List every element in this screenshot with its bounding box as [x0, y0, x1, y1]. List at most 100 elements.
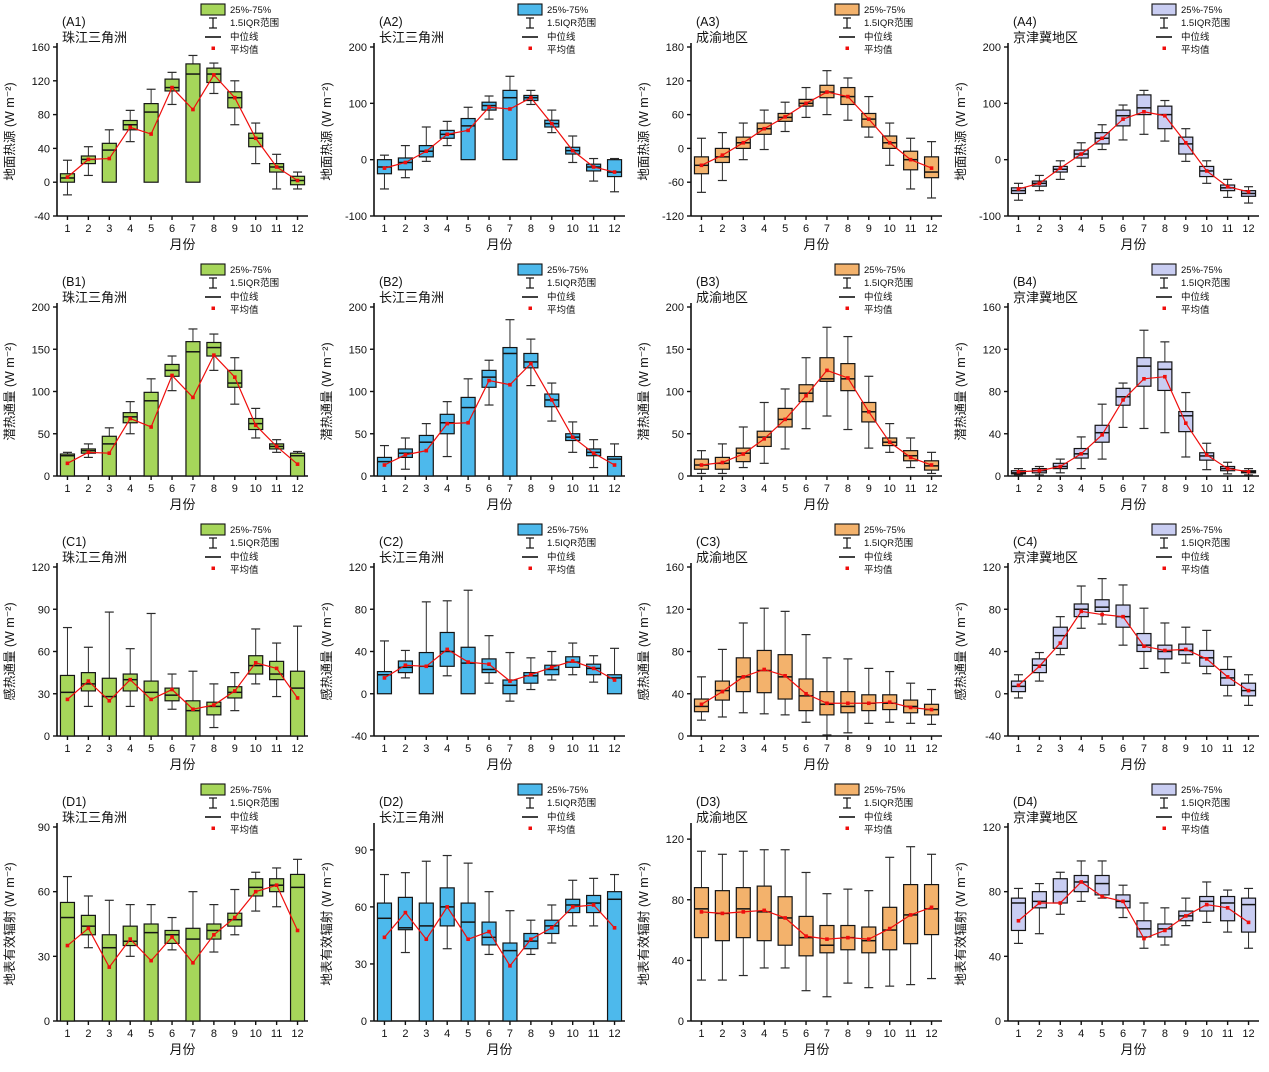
legend-mean-icon: [1162, 306, 1166, 310]
panel-label: (A2): [379, 15, 403, 29]
mean-marker-month-1: [382, 166, 387, 170]
x-tick-label: 5: [465, 483, 471, 495]
legend-mean-icon: [1162, 46, 1166, 50]
y-axis-title: 感热通量 (W m⁻²): [636, 602, 651, 700]
panel-B1: 0 50 100 150 200 1 2 3 4 5 6 7 8 9 10 11 12 月份 潜热通量 (W m⁻²…: [0, 260, 317, 520]
y-tick-label: 120: [666, 76, 684, 88]
mean-marker-month-4: [1079, 609, 1084, 614]
x-tick-label: 8: [528, 223, 534, 235]
box-month-6: [164, 78, 180, 92]
mean-marker-month-8: [529, 361, 533, 366]
x-tick-label: 9: [232, 483, 238, 495]
box-month-8: [206, 923, 222, 940]
mean-marker-month-7: [508, 964, 512, 968]
y-tick-label: 100: [32, 387, 50, 399]
legend-box-label: 25%-75%: [547, 265, 589, 276]
mean-marker-month-5: [1100, 136, 1104, 141]
x-tick-label: 11: [588, 1028, 599, 1040]
x-tick-label: 9: [866, 223, 872, 235]
x-tick-label: 3: [740, 743, 746, 755]
x-tick-label: 7: [824, 743, 830, 755]
legend-mean-label: 平均值: [547, 564, 576, 576]
mean-marker-month-10: [570, 659, 575, 663]
mean-marker-month-11: [1225, 184, 1230, 189]
x-tick-label: 12: [291, 743, 303, 755]
x-tick-label: 7: [190, 223, 196, 235]
x-tick-label: 7: [1141, 743, 1147, 755]
box-month-4: [756, 885, 772, 942]
panel-A2: -100 0 100 200 1 2 3 4 5 6 7 8 9 10 11 12 月份 地面热源 (W m⁻²)…: [317, 0, 634, 260]
mean-marker-month-7: [191, 707, 195, 712]
mean-marker-month-9: [549, 665, 554, 670]
mean-marker-month-10: [253, 136, 258, 141]
box-month-3: [1052, 878, 1068, 904]
mean-marker-month-1: [699, 910, 704, 914]
x-tick-label: 9: [1183, 483, 1189, 495]
box-month-5: [143, 103, 159, 183]
x-tick-label: 11: [1222, 743, 1233, 755]
mean-marker-month-1: [382, 676, 387, 680]
x-tick-label: 12: [925, 223, 937, 235]
x-tick-label: 10: [884, 743, 896, 755]
x-tick-label: 9: [1183, 223, 1189, 235]
x-tick-label: 4: [761, 743, 767, 755]
legend-mean-icon: [211, 306, 215, 310]
panel-D3: 0 40 80 120 1 2 3 4 5 6 7 8 9 10 11 12 月份 地表有效辐射 (W m⁻²)(…: [634, 780, 951, 1067]
mean-marker-month-5: [149, 425, 153, 429]
x-tick-label: 9: [866, 483, 872, 495]
x-axis-title: 月份: [486, 1042, 512, 1057]
x-tick-label: 5: [148, 743, 154, 755]
mean-marker-month-2: [403, 663, 408, 668]
x-tick-label: 1: [381, 483, 387, 495]
box-month-2: [80, 914, 96, 936]
y-tick-label: 80: [672, 647, 684, 659]
box-month-7: [1136, 357, 1152, 387]
box-month-12: [606, 674, 623, 695]
x-tick-label: 1: [64, 1028, 70, 1040]
legend-mean-label: 平均值: [1181, 824, 1210, 836]
mean-marker-month-3: [741, 675, 746, 679]
legend-iqr-label: 1.5IQR范围: [864, 17, 913, 29]
mean-marker-month-7: [191, 961, 195, 965]
mean-marker-month-12: [1246, 920, 1251, 925]
mean-marker-month-12: [1246, 469, 1251, 474]
x-tick-label: 7: [1141, 483, 1147, 495]
x-tick-label: 6: [1120, 743, 1126, 755]
x-tick-label: 12: [291, 223, 303, 235]
x-tick-label: 8: [211, 743, 217, 755]
mean-marker-month-9: [232, 915, 237, 920]
box-month-7: [185, 63, 201, 183]
region-label: 长江三角洲: [379, 810, 444, 825]
mean-marker-month-6: [1121, 398, 1125, 402]
x-tick-label: 1: [698, 743, 704, 755]
mean-marker-month-10: [887, 140, 892, 145]
panel-A3: -120 -60 0 60 120 180 1 2 3 4 5 6 7 8 9 10 11 12 月份 地面热源 (W…: [634, 0, 951, 260]
y-tick-label: 40: [989, 647, 1001, 659]
legend-iqr-label: 1.5IQR范围: [547, 537, 596, 549]
mean-line: [384, 648, 615, 682]
y-tick-label: -40: [34, 211, 50, 223]
mean-marker-month-10: [1204, 169, 1209, 173]
legend-iqr-label: 1.5IQR范围: [864, 277, 913, 289]
mean-marker-month-5: [783, 916, 787, 920]
mean-marker-month-5: [149, 958, 153, 963]
y-axis-title: 潜热通量 (W m⁻²): [320, 342, 334, 440]
mean-marker-month-9: [866, 409, 871, 414]
mean-line: [384, 904, 615, 967]
mean-marker-month-4: [762, 908, 767, 913]
y-tick-label: 40: [672, 955, 684, 967]
mean-marker-month-5: [783, 115, 787, 119]
mean-marker-month-1: [65, 943, 70, 948]
legend-box-swatch: [1151, 263, 1177, 276]
x-tick-label: 11: [271, 743, 282, 755]
box-month-5: [460, 902, 476, 1022]
x-axis-title: 月份: [169, 1042, 195, 1057]
y-tick-label: 200: [349, 302, 367, 314]
mean-marker-month-4: [1079, 452, 1084, 456]
x-tick-label: 5: [782, 1028, 788, 1040]
mean-marker-month-1: [1016, 918, 1021, 923]
x-tick-label: 7: [824, 223, 830, 235]
